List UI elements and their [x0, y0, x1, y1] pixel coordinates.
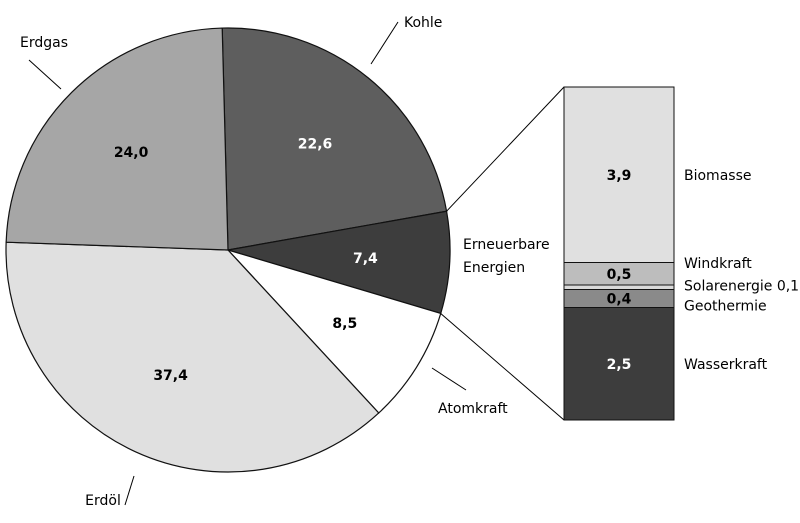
connector-top: [446, 86, 565, 212]
pie-leader-erdgas: [28, 59, 62, 90]
pie-value-erdgas: 24,0: [114, 145, 149, 161]
stack-segment-solarenergie-0-1: [563, 284, 675, 290]
pie-value-atomkraft: 8,5: [332, 316, 357, 332]
connector-bottom: [440, 313, 565, 421]
renewables-stacked-bar: 3,9 Biomasse 0,5 Windkraft Solarenergie 0,1 0…: [563, 86, 799, 421]
pie-value-kohle: 22,6: [298, 136, 333, 152]
stack-value-geothermie: 0,4: [607, 292, 632, 308]
energy-pie: 22,6 Kohle 7,4 Erneuerbare Energien 8,5 Atomkr…: [5, 15, 550, 509]
pie-label-erneuerbare-energien: Erneuerbare Energien: [463, 237, 550, 276]
stack-label-geothermie: Geothermie: [684, 299, 767, 315]
pie-slice-atomkraft: [226, 248, 442, 414]
pie-leader-kohle: [370, 21, 399, 65]
pie-slice-erdgas: [5, 27, 229, 251]
stack-segment-wasserkraft: [563, 307, 675, 421]
breakdown-connectors: [440, 86, 565, 421]
pie-slice-kohle: [221, 27, 448, 251]
stack-label-biomasse: Biomasse: [684, 168, 751, 184]
stack-label-wasserkraft: Wasserkraft: [684, 357, 768, 373]
pie-label-kohle: Kohle: [404, 15, 442, 31]
pie-label-atomkraft: Atomkraft: [438, 401, 508, 417]
stack-value-windkraft: 0,5: [607, 267, 632, 283]
pie-leader-erdoel: [124, 475, 135, 506]
pie-value-erdoel: 37,4: [153, 368, 188, 384]
pie-label-erdoel: Erdöl: [85, 493, 121, 509]
pie-label-erdgas: Erdgas: [20, 35, 68, 51]
pie-slice-erneuerbare-energien: [227, 210, 451, 315]
stack-label-solarenergie-0-1: Solarenergie 0,1: [684, 278, 799, 294]
pie-value-erneuerbare-energien: 7,4: [353, 251, 378, 267]
stack-value-wasserkraft: 2,5: [607, 357, 632, 373]
stack-label-windkraft: Windkraft: [684, 256, 752, 272]
stack-value-biomasse: 3,9: [607, 168, 632, 184]
pie-leader-atomkraft: [431, 367, 467, 391]
pie-slice-erdoel: [5, 241, 380, 473]
